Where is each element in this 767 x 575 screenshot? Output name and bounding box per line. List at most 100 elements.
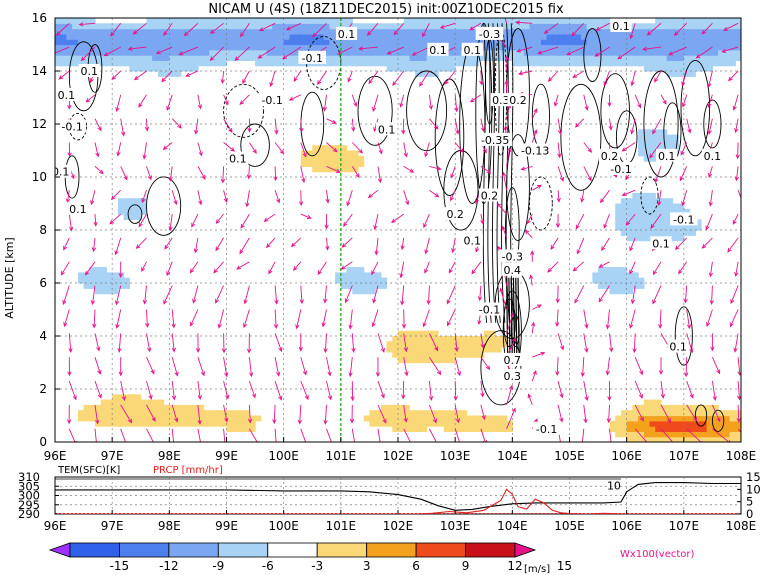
field-cell xyxy=(323,166,330,173)
field-cell xyxy=(655,436,662,442)
field-cell xyxy=(340,44,348,51)
field-cell xyxy=(266,49,273,56)
field-cell xyxy=(420,410,428,417)
wind-vector xyxy=(358,46,379,51)
field-cell xyxy=(449,55,456,61)
field-cell xyxy=(226,420,233,427)
contour-label-bg xyxy=(78,64,100,77)
wind-vector xyxy=(429,118,439,130)
wind-vector xyxy=(269,70,276,88)
field-cell xyxy=(632,44,639,51)
field-cell xyxy=(438,341,445,348)
field-cell xyxy=(72,39,79,46)
field-cell xyxy=(683,23,691,30)
wind-vector xyxy=(377,166,383,184)
field-cell xyxy=(535,55,542,61)
field-cell xyxy=(226,415,233,422)
wind-vector xyxy=(300,380,309,401)
field-cell xyxy=(209,420,216,427)
field-cell xyxy=(678,203,685,210)
wind-vector xyxy=(557,333,565,351)
field-cell xyxy=(649,134,656,141)
contour-line xyxy=(127,204,143,224)
field-cell xyxy=(540,28,548,35)
field-cell xyxy=(249,426,256,432)
field-cell xyxy=(626,235,633,242)
field-cell xyxy=(289,44,296,51)
wind-vector xyxy=(504,18,508,24)
field-cell xyxy=(506,18,513,24)
field-cell xyxy=(169,404,176,411)
field-cell xyxy=(140,28,148,35)
field-cell xyxy=(695,224,702,231)
field-cell xyxy=(220,55,228,61)
field-cell xyxy=(432,18,439,24)
wind-vector xyxy=(629,237,636,252)
field-cell xyxy=(672,415,679,422)
field-cell xyxy=(706,28,714,35)
wind-vector xyxy=(557,166,565,182)
field-cell xyxy=(163,71,170,77)
wind-vector xyxy=(223,142,236,152)
field-cell xyxy=(735,431,741,438)
field-cell xyxy=(175,410,182,417)
field-cell xyxy=(592,55,599,61)
field-cell xyxy=(472,415,479,422)
field-cell xyxy=(620,55,628,61)
field-cell xyxy=(386,28,393,35)
field-cell xyxy=(558,49,565,56)
wind-vector xyxy=(428,94,434,111)
field-cell xyxy=(512,33,519,40)
wind-vector xyxy=(524,229,533,239)
field-cell xyxy=(163,60,170,67)
field-cell xyxy=(626,436,633,442)
contour-label-bg xyxy=(55,164,72,178)
field-cell xyxy=(220,49,228,56)
field-cell xyxy=(586,44,593,51)
field-cell xyxy=(77,415,85,422)
field-cell xyxy=(683,208,691,215)
field-cell xyxy=(615,208,622,215)
field-cell xyxy=(735,28,741,35)
contour-label: 0.1 xyxy=(658,150,676,163)
field-cell xyxy=(512,55,519,61)
field-cell xyxy=(146,60,153,67)
wind-vector xyxy=(527,393,533,406)
field-cell xyxy=(77,18,85,24)
wind-vector xyxy=(120,428,128,442)
field-cell xyxy=(100,288,108,295)
field-cell xyxy=(672,39,679,46)
field-cell xyxy=(249,28,256,35)
field-cell xyxy=(135,404,142,411)
wind-vector xyxy=(348,309,353,330)
field-cell xyxy=(518,55,525,61)
field-cell xyxy=(655,39,662,46)
field-cell xyxy=(232,44,239,51)
field-cell xyxy=(620,426,628,432)
wind-vector xyxy=(707,70,713,88)
field-cell xyxy=(357,28,365,35)
field-cell xyxy=(552,60,559,67)
wind-vector xyxy=(118,357,123,377)
field-cell xyxy=(323,145,330,152)
field-cell xyxy=(398,28,405,35)
field-cell xyxy=(495,341,502,348)
wind-vector xyxy=(273,309,279,330)
field-cell xyxy=(626,272,633,279)
field-cell xyxy=(689,410,696,417)
field-cell xyxy=(638,28,645,35)
field-cell xyxy=(558,33,565,40)
field-cell xyxy=(666,33,673,40)
field-cell xyxy=(495,420,502,427)
field-cell xyxy=(77,28,85,35)
field-cell xyxy=(255,49,262,56)
field-cell xyxy=(558,39,565,46)
field-cell xyxy=(380,404,388,411)
field-cell xyxy=(655,18,662,24)
wind-vector xyxy=(686,380,694,399)
wind-vector xyxy=(114,237,122,256)
field-cell xyxy=(575,18,582,24)
field-cell xyxy=(683,415,691,422)
field-cell xyxy=(300,150,308,157)
wind-vector xyxy=(531,129,538,143)
